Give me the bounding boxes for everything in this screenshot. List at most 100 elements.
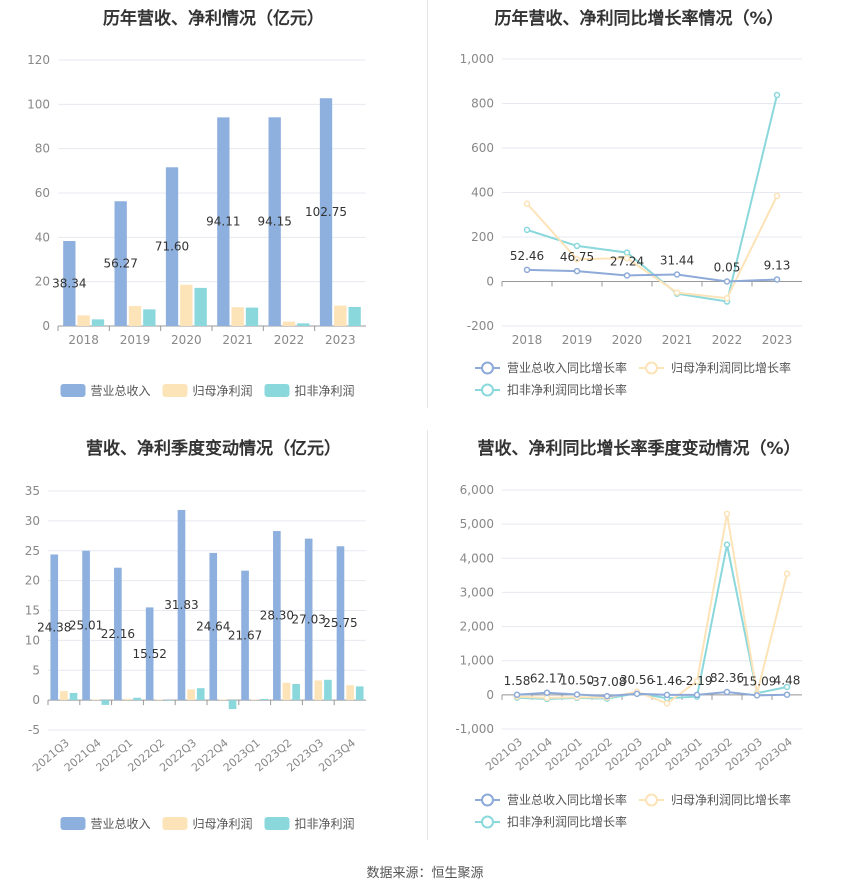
legend-marker (481, 793, 494, 807)
data-point (723, 294, 731, 302)
chart-title: 营收、净利同比增长率季度变动情况（%） (477, 439, 801, 459)
bar (145, 607, 154, 701)
data-point (723, 510, 731, 518)
chart-title: 历年营收、净利同比增长率情况（%） (494, 9, 784, 29)
data-point (513, 691, 521, 699)
data-point (633, 690, 641, 698)
data-label: 10.50 (560, 673, 594, 687)
legend-label: 扣非净利润同比增长率 (507, 814, 627, 829)
series-line (526, 94, 778, 303)
bar (50, 554, 59, 701)
legend-swatch (264, 384, 290, 397)
data-point (783, 683, 791, 691)
bar (91, 319, 105, 326)
data-label: 25.01 (69, 618, 103, 632)
data-point (573, 267, 581, 275)
legend-swatch (264, 817, 290, 830)
y-tick-label: 1,000 (460, 52, 494, 66)
data-label: 24.64 (196, 620, 230, 634)
data-label: -15.09 (738, 674, 777, 688)
y-tick-label: 120 (27, 53, 50, 67)
data-point (523, 266, 531, 274)
data-label: 31.83 (164, 598, 198, 612)
legend-label: 营业总收入同比增长率 (507, 360, 627, 375)
legend-swatch (162, 384, 188, 397)
data-point (603, 692, 611, 700)
bar (268, 117, 281, 326)
legend-label: 归母净利润 (193, 817, 253, 831)
bar (355, 686, 364, 701)
data-point (693, 691, 701, 699)
data-label: 0.05 (714, 260, 741, 274)
data-label: 27.03 (291, 612, 325, 626)
data-label: 82.36 (710, 671, 744, 685)
data-label: 94.15 (258, 215, 292, 229)
vertical-divider-lower (427, 430, 428, 840)
data-point (573, 691, 581, 698)
legend-label: 扣非净利润同比增长率 (507, 382, 627, 397)
data-label: 56.27 (104, 257, 138, 271)
bar (114, 201, 127, 326)
bar (336, 546, 345, 701)
y-tick-label: 1,000 (460, 654, 494, 668)
data-label: 62.17 (530, 672, 564, 686)
x-tick-label: 2020 (171, 333, 202, 347)
data-point (773, 91, 781, 99)
data-point (543, 694, 551, 702)
y-tick-label: 0 (486, 275, 494, 289)
y-tick-label: -5 (28, 723, 40, 737)
chart-panel-quarter-amount: 营收、净利季度变动情况（亿元） -5 0 5 10 15 20 25 30 35 2021Q3 20… (0, 428, 427, 848)
data-label: 1.58 (504, 674, 531, 688)
data-point (523, 200, 531, 207)
bar (77, 315, 90, 326)
series-line (516, 513, 788, 705)
data-label: 21.67 (228, 628, 262, 642)
legend-marker (481, 361, 494, 375)
legend-label: 营业总收入 (91, 817, 151, 831)
y-tick-label: 20 (35, 275, 50, 289)
bar (91, 699, 100, 701)
legend-swatch (162, 817, 188, 830)
chart-panel-annual-growth: 历年营收、净利同比增长率情况（%） -200 0 200 400 600 800 1,000… (428, 0, 850, 410)
y-tick-label: 800 (471, 97, 494, 111)
data-point (623, 254, 631, 262)
data-point (723, 278, 731, 285)
legend-label: 营业总收入 (91, 384, 151, 398)
series-line (516, 691, 788, 698)
y-tick-label: 10 (25, 633, 40, 647)
data-label: 28.30 (260, 609, 294, 623)
data-label: 9.13 (764, 258, 791, 272)
data-label: 25.75 (323, 616, 357, 630)
data-point (573, 256, 581, 263)
data-point (723, 541, 731, 548)
data-point (523, 226, 531, 234)
data-label: 27.24 (610, 254, 644, 268)
y-tick-label: 600 (471, 141, 494, 155)
chart-panel-quarter-growth: 营收、净利同比增长率季度变动情况（%） -1,000 0 1,000 2,000 3,0… (428, 428, 850, 848)
data-label: 71.60 (155, 240, 189, 254)
annual-growth-chart: -200 0 200 400 600 800 1,000 2018 2019 2020 2021 20… (460, 52, 802, 397)
data-point (543, 689, 551, 696)
bar (241, 570, 249, 701)
data-point (623, 272, 631, 279)
bar (165, 700, 173, 701)
data-label: 46.75 (560, 250, 594, 264)
bar (348, 306, 361, 326)
data-label: 15.52 (132, 647, 166, 661)
bar (194, 287, 207, 326)
y-tick-label: 40 (35, 230, 50, 244)
data-point (723, 688, 731, 696)
bar (231, 307, 244, 326)
bar (346, 685, 354, 701)
bar (196, 688, 205, 701)
y-tick-label: 30 (25, 514, 40, 528)
bar (101, 700, 110, 705)
y-tick-label: 100 (27, 97, 50, 111)
bar (180, 284, 193, 326)
data-point (673, 289, 681, 296)
x-tick-label: 2022 (274, 333, 305, 347)
y-tick-label: -1,000 (455, 722, 494, 736)
bar (324, 679, 332, 701)
y-tick-label: 0 (32, 693, 40, 707)
data-point (663, 691, 671, 699)
